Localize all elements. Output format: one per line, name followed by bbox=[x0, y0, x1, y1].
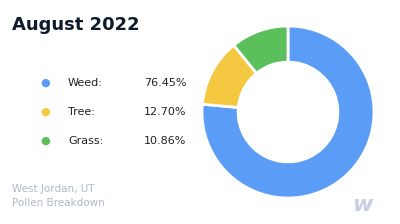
Text: ●: ● bbox=[40, 107, 50, 117]
Wedge shape bbox=[202, 45, 256, 108]
Text: Grass:: Grass: bbox=[68, 136, 103, 146]
Wedge shape bbox=[202, 26, 374, 198]
Text: West Jordan, UT
Pollen Breakdown: West Jordan, UT Pollen Breakdown bbox=[12, 184, 105, 209]
Text: 10.86%: 10.86% bbox=[144, 136, 186, 146]
Text: 12.70%: 12.70% bbox=[144, 107, 186, 117]
Text: ●: ● bbox=[40, 78, 50, 88]
Text: w: w bbox=[352, 195, 372, 215]
Text: Weed:: Weed: bbox=[68, 78, 103, 88]
Wedge shape bbox=[234, 26, 288, 73]
Text: August 2022: August 2022 bbox=[12, 16, 140, 34]
Text: ●: ● bbox=[40, 136, 50, 146]
Text: 76.45%: 76.45% bbox=[144, 78, 186, 88]
Text: Tree:: Tree: bbox=[68, 107, 95, 117]
